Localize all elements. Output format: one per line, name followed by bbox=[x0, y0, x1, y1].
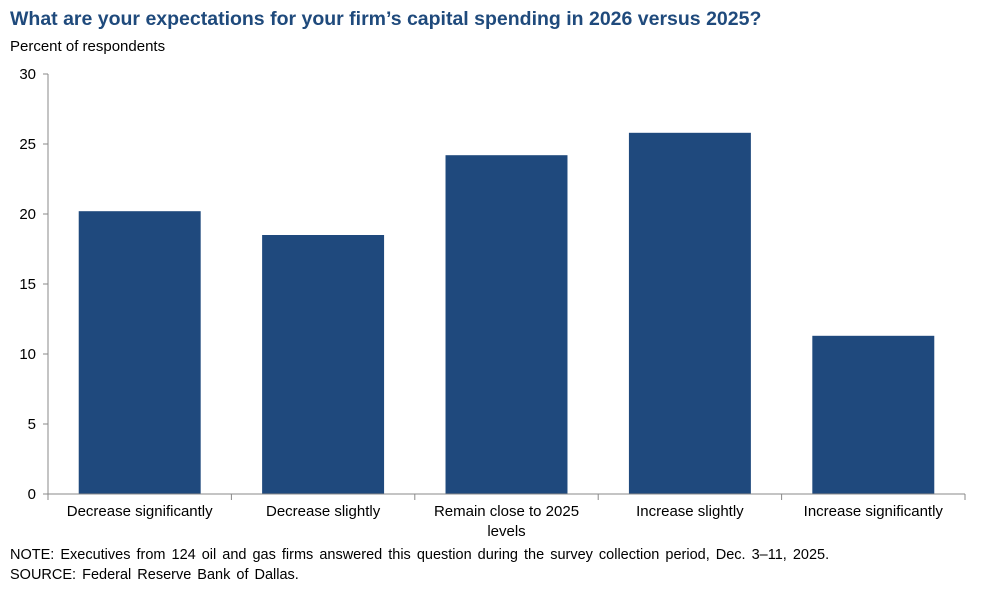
bar bbox=[812, 335, 935, 494]
y-tick-label: 5 bbox=[28, 416, 36, 433]
y-tick-label: 25 bbox=[19, 136, 36, 153]
y-tick-label: 10 bbox=[19, 346, 36, 363]
bar bbox=[628, 132, 751, 495]
x-tick-label: Remain close to 2025 bbox=[434, 503, 579, 520]
bar bbox=[262, 235, 385, 494]
x-tick-label: levels bbox=[487, 523, 525, 540]
chart-title: What are your expectations for your firm… bbox=[10, 8, 762, 30]
x-tick-label: Decrease significantly bbox=[67, 503, 213, 520]
bar bbox=[445, 155, 568, 494]
source-text: SOURCE: Federal Reserve Bank of Dallas. bbox=[10, 567, 299, 583]
y-tick-label: 20 bbox=[19, 206, 36, 223]
note-text: NOTE: Executives from 124 oil and gas fi… bbox=[10, 547, 830, 563]
x-tick-label: Increase slightly bbox=[636, 503, 744, 520]
x-tick-label: Increase significantly bbox=[804, 503, 944, 520]
x-tick-label: Decrease slightly bbox=[266, 503, 381, 520]
y-axis-label: Percent of respondents bbox=[10, 38, 166, 55]
y-tick-label: 30 bbox=[19, 66, 36, 83]
bar bbox=[78, 211, 201, 494]
y-tick-label: 15 bbox=[19, 276, 36, 293]
y-tick-label: 0 bbox=[28, 486, 36, 503]
